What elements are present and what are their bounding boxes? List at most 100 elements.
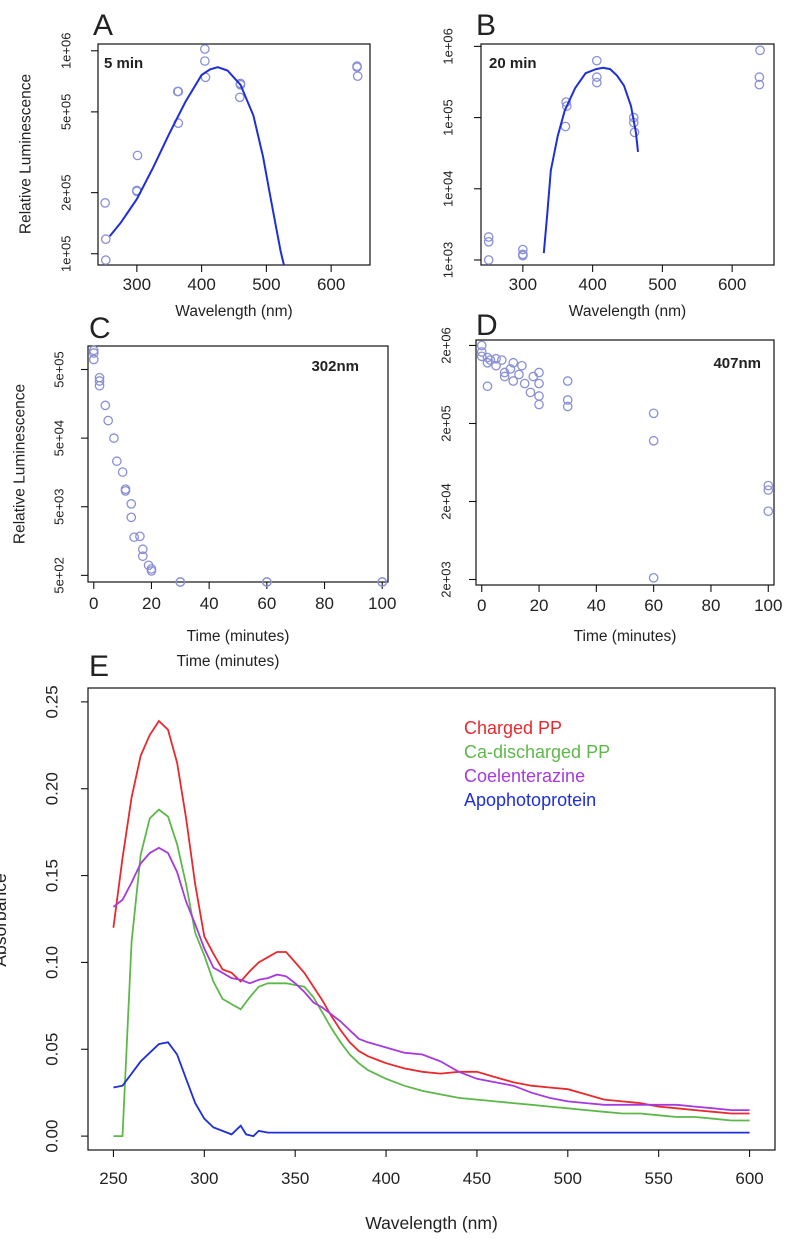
panel-letter-b: B (476, 9, 496, 42)
x-tick-label: 20 (530, 596, 549, 615)
data-point (482, 381, 493, 392)
panel-d: D 0 20 40 60 80 100 2e+03 2e+04 2e+05 2e+06 Time (m… (439, 309, 783, 645)
data-point (591, 77, 602, 88)
data-point (126, 499, 137, 509)
y-tick-label: 1e+06 (59, 33, 74, 70)
y-axis-title: Absorbance (0, 873, 10, 966)
data-point (499, 371, 510, 382)
x-tick-label: 600 (718, 275, 746, 294)
y-tick-label: 1e+05 (441, 99, 456, 136)
panel-annotation: 5 min (104, 55, 143, 72)
data-point (103, 415, 114, 426)
y-tick-label: 5e+04 (52, 420, 67, 457)
x-tick-label: 400 (187, 275, 215, 294)
legend-entry: Apophotoprotein (464, 790, 596, 810)
panel-a: A 300 400 500 600 1e+05 2e+05 5e+05 1e+06 Wavelen… (18, 9, 371, 320)
x-tick-label: 300 (190, 1169, 218, 1188)
x-tick-label: 600 (317, 275, 345, 294)
x-tick-label: 60 (257, 594, 276, 613)
series-line-apophotoprotein (113, 1041, 750, 1138)
data-point (352, 71, 363, 81)
data-point (377, 577, 388, 587)
data-point (491, 353, 501, 364)
x-axis-title: Wavelength (nm) (175, 303, 292, 320)
data-point (763, 480, 774, 491)
data-point (505, 364, 516, 374)
data-point (514, 369, 524, 380)
data-point (94, 380, 105, 391)
y-tick-label: 1e+05 (59, 235, 74, 272)
data-point (175, 577, 186, 587)
data-point (560, 121, 571, 132)
x-tick-label: 500 (252, 275, 280, 294)
series-line-charged-pp (112, 719, 750, 1115)
x-tick-label: 400 (372, 1169, 400, 1188)
data-point (476, 347, 487, 357)
data-point (591, 55, 602, 66)
data-point (94, 376, 105, 386)
data-point (135, 531, 145, 542)
y-tick-label: 0.10 (43, 946, 62, 979)
y-tick-label: 0.25 (43, 685, 62, 718)
x-tick-label: 250 (99, 1169, 127, 1188)
data-point (534, 399, 544, 410)
data-point (534, 378, 544, 389)
data-point (88, 345, 99, 356)
y-tick-label: 0.15 (43, 859, 62, 892)
series-line-ca-discharged-pp (113, 808, 750, 1137)
legend-entry: Ca-discharged PP (464, 742, 610, 762)
data-point (496, 355, 507, 365)
data-point (648, 572, 659, 583)
data-point (648, 408, 659, 419)
x-tick-label: 100 (368, 594, 396, 613)
x-tick-label: 20 (142, 594, 161, 613)
data-point (126, 512, 137, 523)
data-point (111, 456, 122, 467)
x-tick-label: 0 (477, 596, 486, 615)
data-point (562, 401, 573, 412)
y-tick-label: 5e+02 (52, 557, 67, 594)
x-axis-title: Wavelength (nm) (569, 303, 686, 320)
y-axis-title: Relative Luminescence (18, 74, 35, 234)
x-tick-label: 40 (200, 594, 219, 613)
data-point (591, 72, 602, 82)
x-tick-label: 550 (644, 1169, 672, 1188)
data-point (132, 150, 143, 161)
y-axis-title: Relative Luminescence (12, 384, 29, 544)
data-point (534, 391, 544, 401)
data-point (88, 348, 99, 358)
data-point (562, 395, 573, 405)
x-axis-title-secondary: Time (minutes) (177, 653, 280, 670)
x-tick-label: 0 (89, 594, 98, 613)
data-point (482, 357, 493, 368)
data-point (476, 351, 487, 362)
y-tick-label: 1e+06 (441, 28, 456, 65)
data-point (200, 44, 210, 54)
data-point (100, 400, 111, 411)
data-point (528, 371, 539, 382)
data-point (100, 255, 111, 265)
data-point (562, 376, 573, 386)
legend-entry: Coelenterazine (464, 766, 585, 786)
y-tick-label: 2e+06 (439, 327, 454, 364)
data-point (137, 544, 148, 555)
data-point (763, 485, 774, 495)
data-point (763, 506, 774, 517)
fit-curve (542, 66, 639, 254)
panel-letter-a: A (93, 9, 113, 42)
data-point (137, 551, 148, 562)
legend-entry: Charged PP (464, 718, 562, 738)
data-point (754, 72, 765, 82)
panel-letter-e: E (89, 650, 109, 683)
plot-frame (87, 345, 389, 583)
x-tick-label: 300 (123, 275, 151, 294)
y-tick-label: 1e+03 (441, 242, 456, 279)
x-tick-label: 100 (754, 596, 782, 615)
data-point (755, 45, 765, 56)
panel-e: E 250 300 350 400 450 500 550 600 0.00 0.05 0.10 0.1… (0, 650, 776, 1233)
data-point (508, 376, 519, 386)
y-tick-label: 2e+04 (439, 483, 454, 520)
data-point (117, 467, 128, 477)
data-point (485, 355, 496, 365)
